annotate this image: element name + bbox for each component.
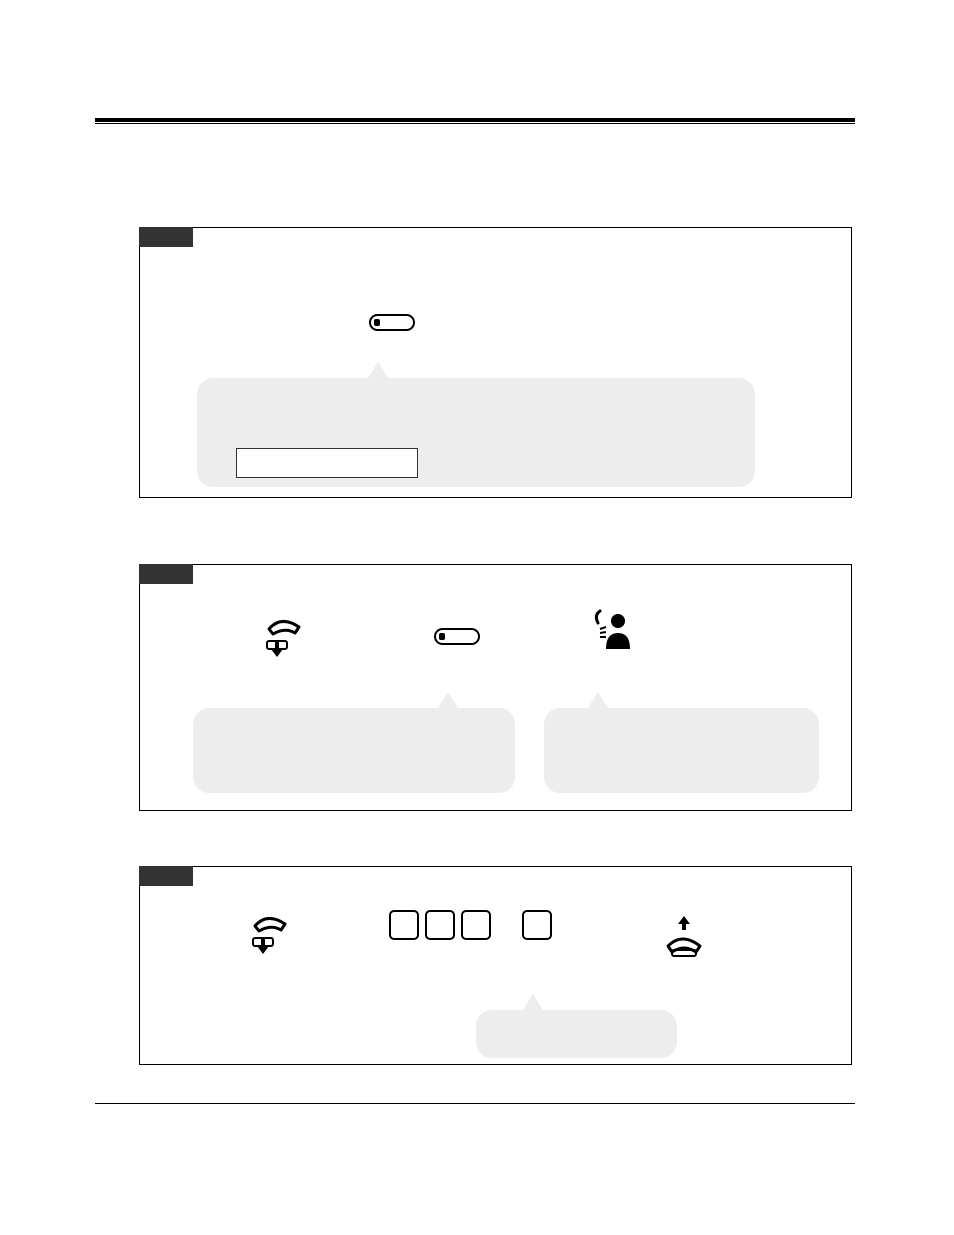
hangup-handset-icon: [658, 910, 710, 962]
panel-2-callout-left: [193, 708, 515, 793]
bottom-rule: [95, 1103, 855, 1104]
keypad-3-keys-icon: [389, 910, 497, 940]
keypad-1-key-icon: [522, 910, 558, 940]
button-pill-icon: [369, 314, 415, 331]
callout-pointer: [588, 692, 608, 708]
person-speaking-icon: [586, 607, 638, 659]
panel-3-callout: [476, 1010, 677, 1058]
panel-2-label: [139, 564, 193, 584]
page: [0, 0, 954, 1235]
lift-handset-icon: [257, 613, 309, 665]
callout-pointer: [523, 994, 543, 1010]
lift-handset-icon: [243, 910, 295, 962]
callout-pointer: [368, 362, 388, 378]
top-double-rule: [95, 118, 855, 124]
panel-3-label: [139, 866, 193, 886]
callout-pointer: [438, 692, 458, 708]
panel-2-callout-right: [544, 708, 819, 793]
panel-1-label: [139, 227, 193, 247]
button-pill-icon: [434, 628, 480, 645]
panel-1-input-box[interactable]: [236, 448, 418, 478]
